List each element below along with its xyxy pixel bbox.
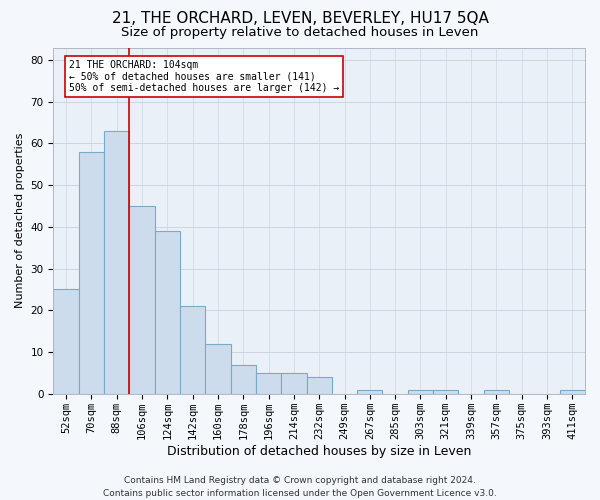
Bar [484, 390, 509, 394]
Bar [130, 206, 155, 394]
Text: Size of property relative to detached houses in Leven: Size of property relative to detached ho… [121, 26, 479, 39]
Bar [53, 290, 79, 394]
X-axis label: Distribution of detached houses by size in Leven: Distribution of detached houses by size … [167, 444, 472, 458]
Bar [281, 373, 307, 394]
Bar [104, 131, 130, 394]
Bar [256, 373, 281, 394]
Bar [433, 390, 458, 394]
Bar [408, 390, 433, 394]
Bar [230, 364, 256, 394]
Bar [307, 377, 332, 394]
Y-axis label: Number of detached properties: Number of detached properties [15, 133, 25, 308]
Text: 21 THE ORCHARD: 104sqm
← 50% of detached houses are smaller (141)
50% of semi-de: 21 THE ORCHARD: 104sqm ← 50% of detached… [68, 60, 339, 94]
Bar [79, 152, 104, 394]
Text: Contains HM Land Registry data © Crown copyright and database right 2024.
Contai: Contains HM Land Registry data © Crown c… [103, 476, 497, 498]
Bar [560, 390, 585, 394]
Bar [155, 231, 180, 394]
Bar [205, 344, 230, 394]
Bar [180, 306, 205, 394]
Bar [357, 390, 382, 394]
Text: 21, THE ORCHARD, LEVEN, BEVERLEY, HU17 5QA: 21, THE ORCHARD, LEVEN, BEVERLEY, HU17 5… [112, 11, 488, 26]
